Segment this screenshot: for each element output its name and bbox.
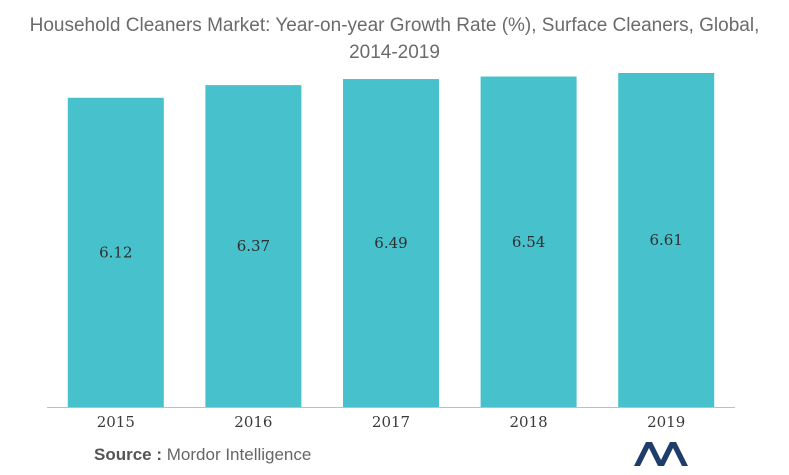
bar-2018 xyxy=(480,76,577,408)
source-label: Source : xyxy=(94,445,163,464)
chart-title: Household Cleaners Market: Year-on-year … xyxy=(0,12,789,66)
chart-title-line-2: 2014-2019 xyxy=(349,42,440,63)
data-label-2016: 6.37 xyxy=(237,237,270,255)
bar-2015 xyxy=(67,97,164,407)
chart-title-line-1: Household Cleaners Market: Year-on-year … xyxy=(29,15,760,36)
data-label-2018: 6.54 xyxy=(512,233,545,251)
x-tick-label-2015: 2015 xyxy=(97,413,135,431)
x-tick-label-2018: 2018 xyxy=(510,413,548,431)
data-label-2017: 6.49 xyxy=(374,234,407,252)
x-tick-label-2017: 2017 xyxy=(372,413,410,431)
bar-2017 xyxy=(343,79,439,407)
data-label-2015: 6.12 xyxy=(99,243,132,261)
x-tick-label-2019: 2019 xyxy=(647,413,685,431)
mordor-intelligence-logo-icon xyxy=(634,442,688,466)
bar-2016 xyxy=(205,85,302,408)
bar-2019 xyxy=(618,73,715,407)
x-tick-label-2016: 2016 xyxy=(234,413,272,431)
source-note: Source : Mordor Intelligence xyxy=(94,445,311,465)
source-name: Mordor Intelligence xyxy=(166,445,312,464)
data-label-2019: 6.61 xyxy=(649,231,682,249)
